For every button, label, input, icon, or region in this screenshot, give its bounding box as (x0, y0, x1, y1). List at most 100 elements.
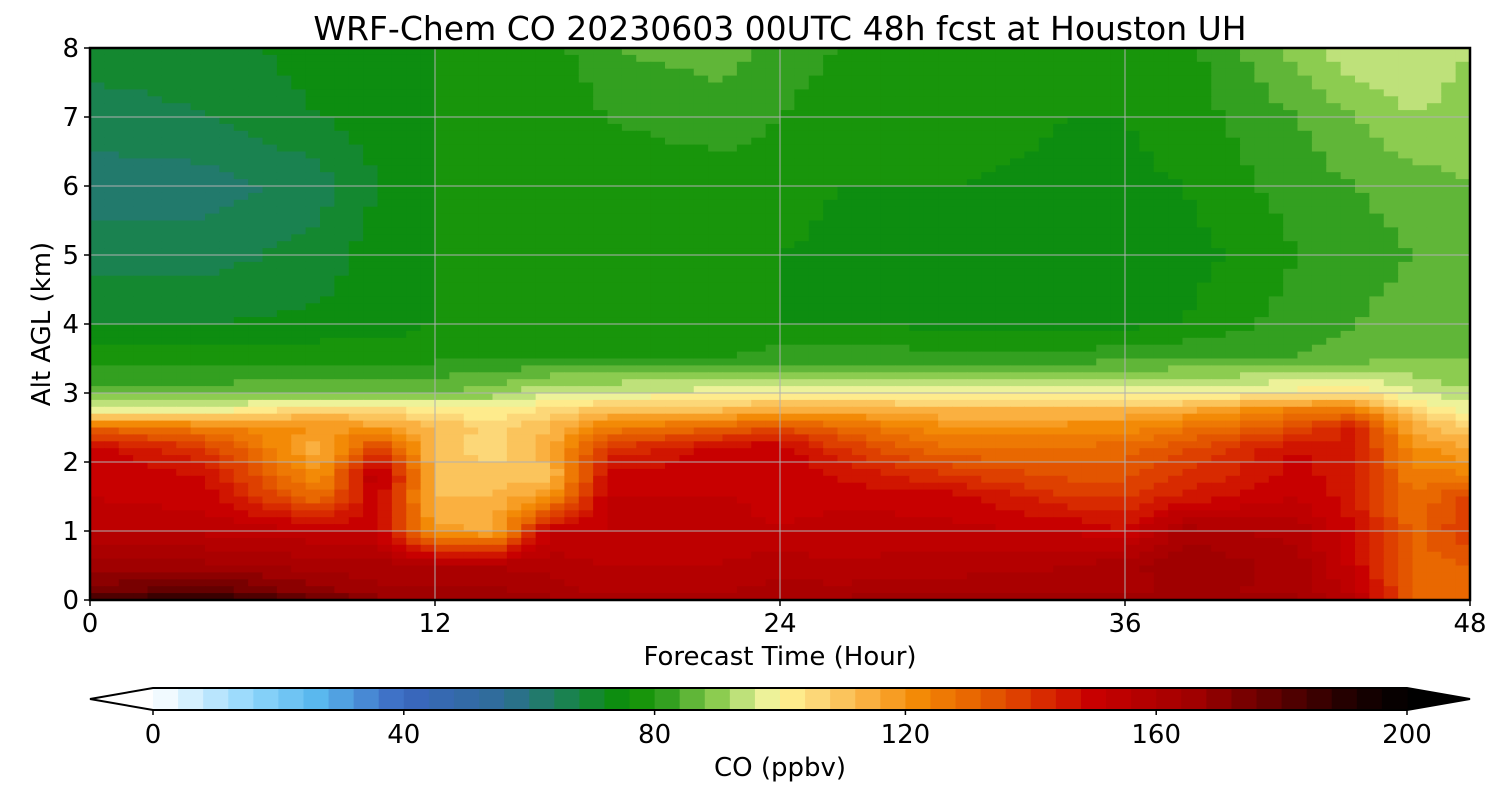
heatmap-cell (995, 365, 1011, 373)
heatmap-cell (1211, 110, 1227, 118)
heatmap-cell (276, 227, 292, 235)
heatmap-cell (1225, 379, 1241, 387)
heatmap-cell (665, 151, 680, 159)
heatmap-cell (1297, 303, 1313, 311)
heatmap-cell (1369, 365, 1385, 373)
heatmap-cell (995, 337, 1011, 346)
heatmap-cell (133, 241, 149, 249)
heatmap-cell (219, 68, 235, 77)
heatmap-cell (794, 317, 810, 325)
heatmap-cell (1182, 337, 1198, 346)
heatmap-cell (708, 261, 724, 270)
heatmap-cell (765, 351, 781, 360)
heatmap-cell (780, 213, 795, 222)
heatmap-cell (334, 179, 350, 187)
heatmap-cell (334, 82, 350, 90)
heatmap-cell (880, 261, 896, 270)
heatmap-cell (363, 117, 379, 125)
heatmap-cell (1369, 241, 1385, 249)
heatmap-cell (636, 179, 652, 187)
heatmap-cell (1268, 393, 1284, 401)
heatmap-cell (377, 130, 393, 139)
heatmap-cell (1412, 234, 1428, 242)
heatmap-cell (952, 165, 968, 173)
heatmap-cell (1283, 351, 1299, 360)
heatmap-cell (923, 241, 939, 249)
heatmap-cell (276, 255, 292, 263)
heatmap-cell (1297, 123, 1313, 132)
heatmap-cell (1038, 227, 1054, 235)
heatmap-cell (478, 75, 494, 84)
heatmap-cell (751, 103, 767, 111)
heatmap-cell (90, 289, 105, 297)
heatmap-cell (133, 186, 149, 194)
heatmap-cell (190, 248, 206, 256)
heatmap-cell (1268, 248, 1284, 256)
heatmap-cell (780, 96, 795, 104)
heatmap-cell (593, 282, 609, 291)
heatmap-cell (880, 351, 896, 360)
heatmap-cell (1398, 317, 1414, 325)
heatmap-cell (506, 130, 522, 139)
heatmap-cell (665, 130, 680, 139)
heatmap-cell (1441, 255, 1457, 263)
heatmap-cell (521, 213, 537, 222)
heatmap-cell (823, 213, 839, 222)
heatmap-cell (205, 130, 220, 139)
heatmap-cell (708, 165, 724, 173)
heatmap-cell (765, 289, 781, 297)
heatmap-cell (248, 199, 264, 208)
heatmap-cell (118, 365, 134, 373)
heatmap-cell (966, 206, 982, 215)
heatmap-cell (262, 296, 278, 304)
heatmap-cell (535, 372, 551, 380)
heatmap-cell (1225, 68, 1241, 77)
heatmap-cell (90, 406, 105, 415)
heatmap-cell (463, 186, 479, 194)
heatmap-cell (348, 310, 364, 318)
heatmap-cell (650, 282, 666, 291)
heatmap-cell (1196, 303, 1212, 311)
heatmap-cell (104, 399, 120, 408)
heatmap-cell (736, 351, 752, 360)
heatmap-cell (262, 179, 278, 187)
heatmap-cell (564, 151, 580, 159)
heatmap-cell (837, 365, 853, 373)
heatmap-cell (981, 61, 997, 70)
heatmap-cell (449, 241, 465, 249)
heatmap-cell (147, 324, 163, 332)
heatmap-cell (780, 117, 795, 125)
heatmap-cell (923, 386, 939, 394)
heatmap-cell (161, 365, 177, 373)
heatmap-cell (147, 82, 163, 90)
heatmap-cell (1010, 303, 1025, 311)
heatmap-cell (808, 158, 824, 166)
heatmap-cell (262, 261, 278, 270)
heatmap-cell (1297, 324, 1313, 332)
heatmap-cell (780, 379, 795, 387)
heatmap-cell (722, 117, 738, 125)
heatmap-cell (420, 227, 436, 235)
heatmap-cell (1355, 179, 1370, 187)
heatmap-cell (736, 358, 752, 366)
heatmap-cell (262, 192, 278, 201)
heatmap-cell (851, 48, 867, 56)
heatmap-cell (363, 386, 379, 394)
heatmap-cell (1053, 358, 1069, 366)
heatmap-cell (578, 317, 594, 325)
heatmap-cell (248, 192, 264, 201)
heatmap-cell (248, 213, 264, 222)
heatmap-cell (1196, 137, 1212, 146)
heatmap-cell (1096, 248, 1112, 256)
heatmap-cell (291, 110, 307, 118)
heatmap-cell (1096, 234, 1112, 242)
heatmap-cell (880, 206, 896, 215)
heatmap-cell (1053, 144, 1069, 153)
heatmap-cell (1067, 351, 1083, 360)
heatmap-cell (607, 82, 623, 90)
heatmap-cell (837, 123, 853, 132)
heatmap-cell (276, 303, 292, 311)
heatmap-cell (1125, 89, 1140, 97)
heatmap-cell (966, 248, 982, 256)
heatmap-cell (995, 130, 1011, 139)
